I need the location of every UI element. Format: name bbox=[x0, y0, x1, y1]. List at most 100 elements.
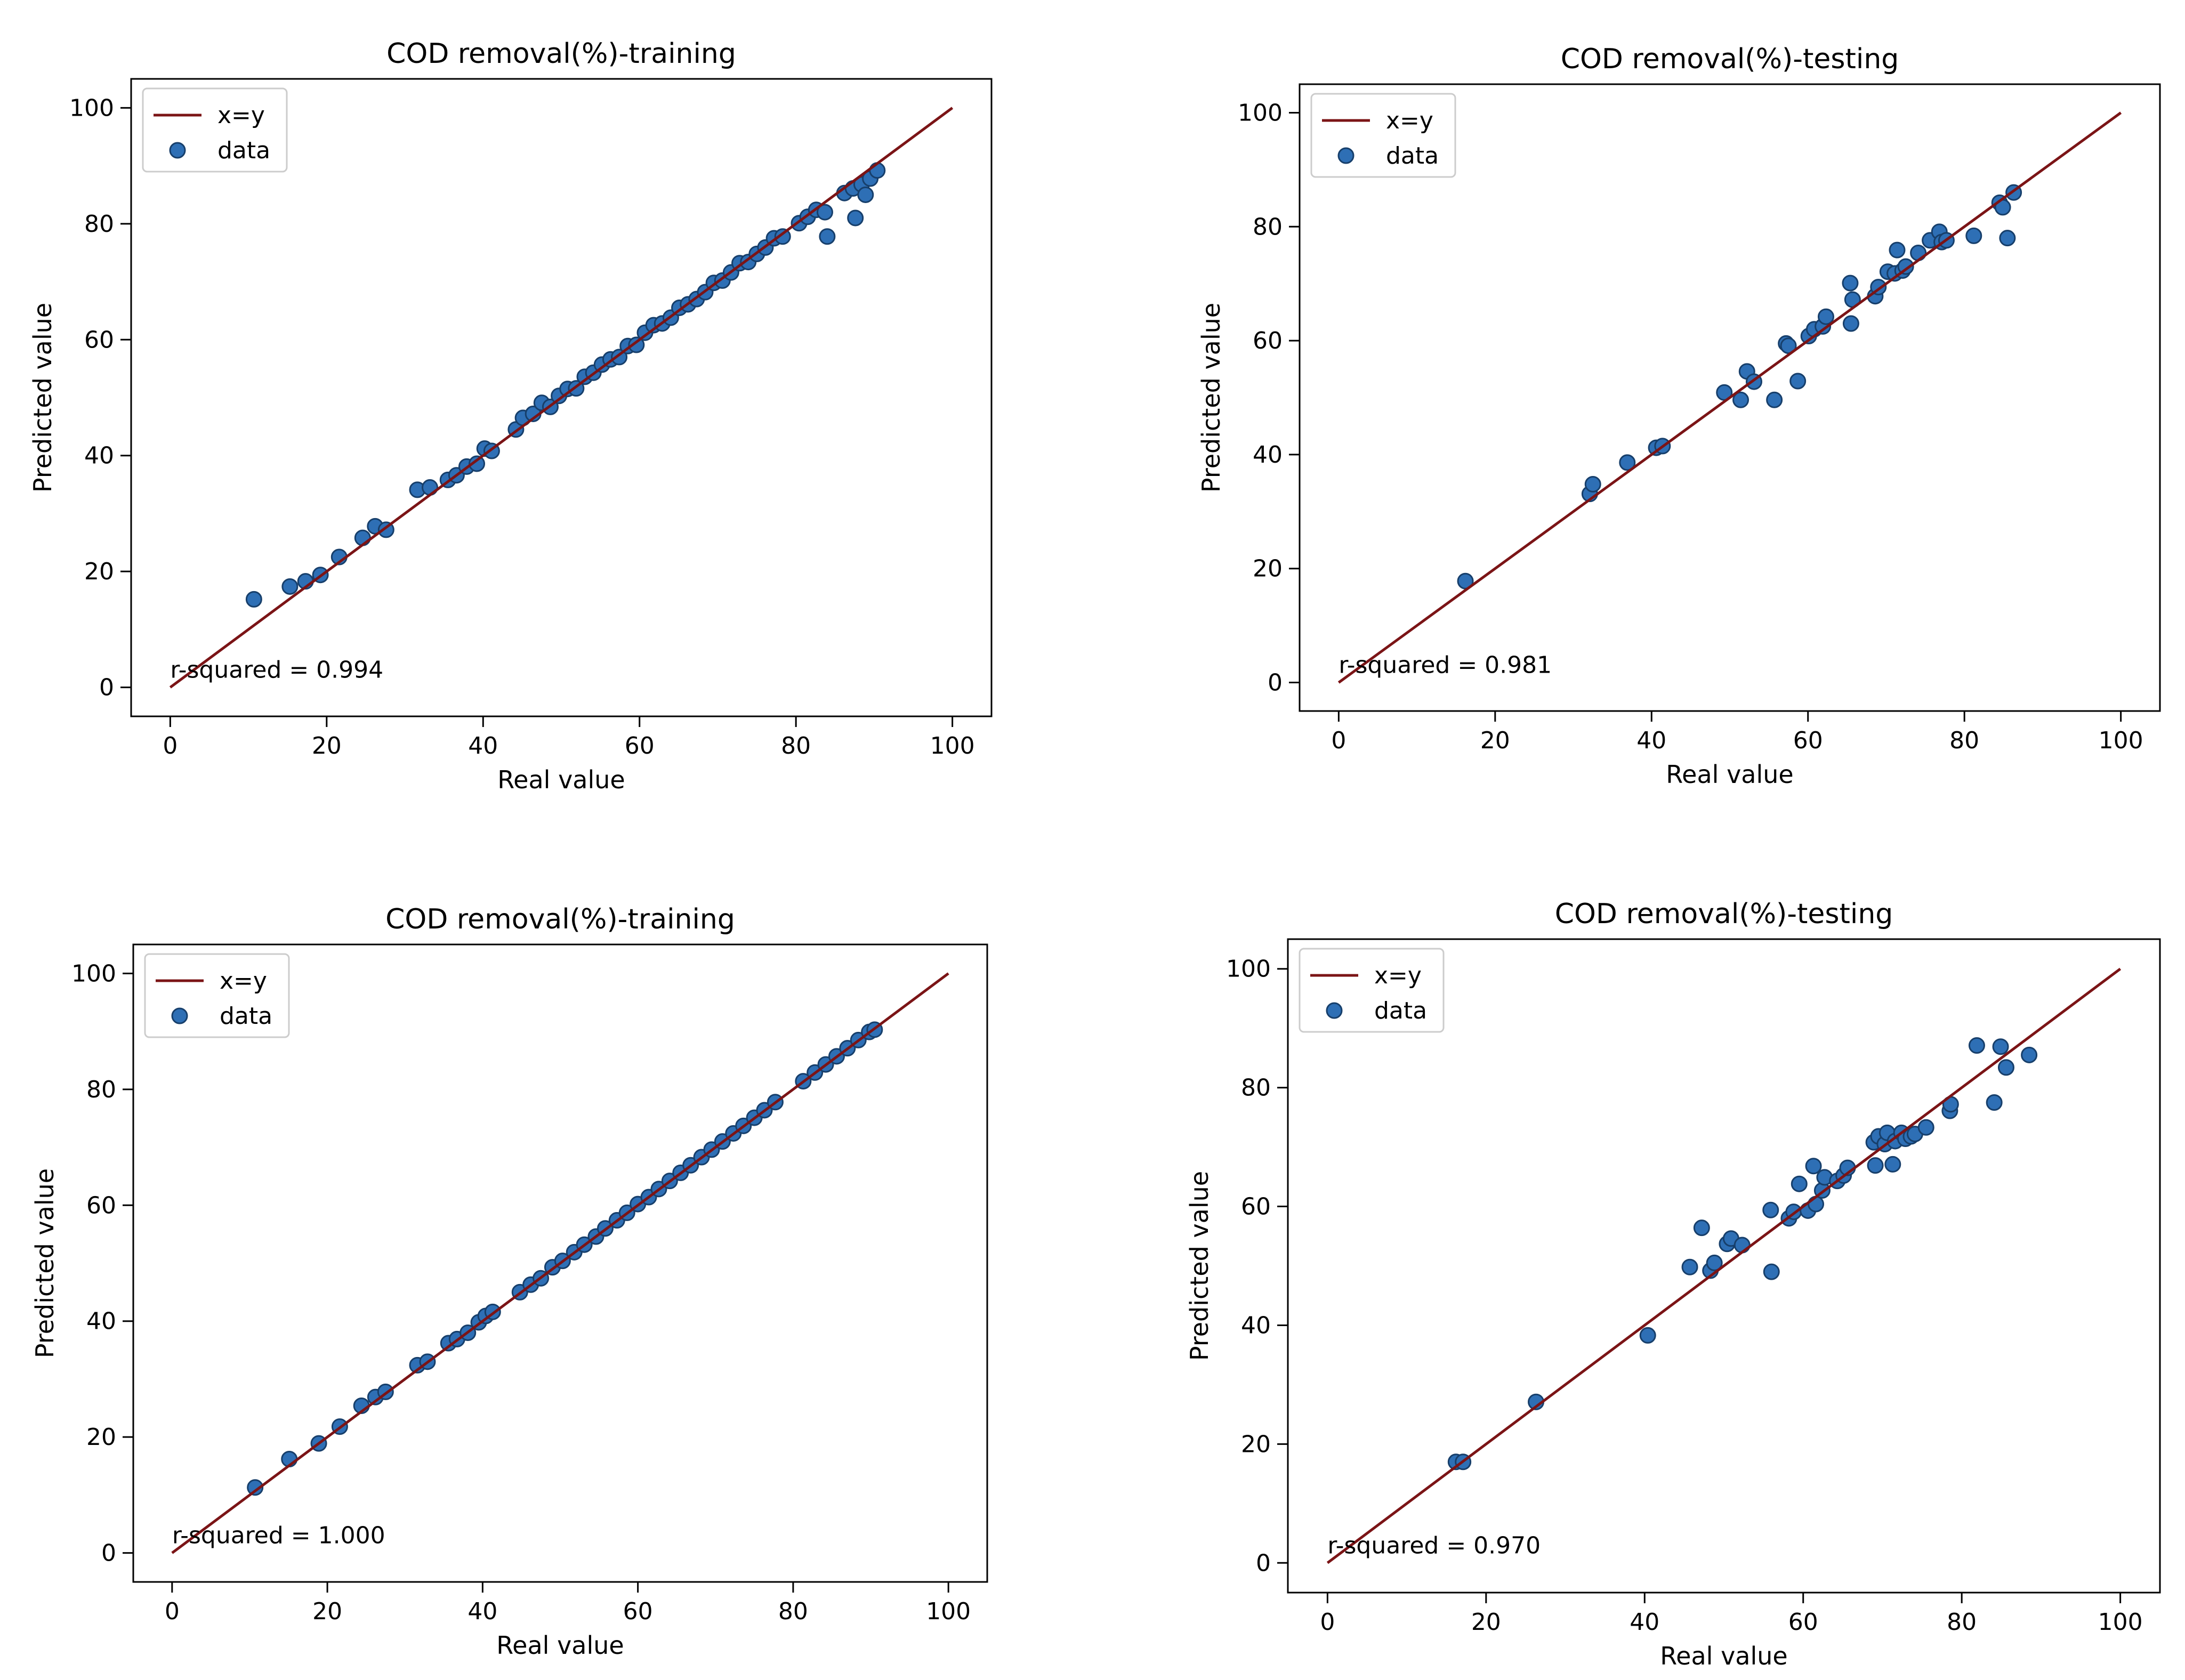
y-tick-label: 60 bbox=[86, 1192, 116, 1219]
r-squared-annotation: r-squared = 0.981 bbox=[1339, 652, 1552, 679]
data-point bbox=[469, 455, 486, 472]
y-tick-label: 0 bbox=[99, 674, 114, 701]
series-line-x-eq-y bbox=[1337, 111, 2122, 684]
x-tick-label: 60 bbox=[1793, 727, 1823, 754]
x-tick-label: 20 bbox=[312, 732, 342, 760]
x-tick-label: 20 bbox=[1480, 727, 1510, 754]
legend-dot-swatch bbox=[171, 1007, 188, 1024]
data-point bbox=[819, 228, 836, 245]
x-axis-label: Real value bbox=[496, 1631, 624, 1660]
x-tick-label: 100 bbox=[930, 732, 975, 760]
chart-title: COD removal(%)-training bbox=[385, 903, 735, 935]
x-tick-label: 100 bbox=[2098, 1609, 2143, 1636]
y-tick-label: 100 bbox=[1226, 956, 1271, 983]
data-point bbox=[281, 578, 299, 595]
x-tick-label: 40 bbox=[468, 732, 498, 760]
data-point bbox=[1780, 337, 1797, 354]
x-tick-label: 60 bbox=[625, 732, 655, 760]
y-tick-label: 40 bbox=[86, 1308, 116, 1335]
data-point bbox=[1999, 230, 2016, 247]
x-axis-label: Real value bbox=[1660, 1642, 1787, 1670]
data-point bbox=[1992, 1038, 2009, 1055]
legend-dot-swatch bbox=[1337, 147, 1354, 164]
data-point bbox=[1867, 1157, 1884, 1174]
data-point bbox=[1619, 454, 1636, 471]
data-point bbox=[816, 204, 833, 221]
x-tick-label: 0 bbox=[165, 1598, 180, 1625]
series-line-x-eq-y bbox=[171, 972, 949, 1554]
r-squared-annotation: r-squared = 1.000 bbox=[172, 1522, 385, 1549]
x-tick-label: 40 bbox=[467, 1598, 497, 1625]
data-point bbox=[1897, 258, 1914, 275]
data-point bbox=[245, 591, 262, 608]
legend-label-data: data bbox=[220, 1003, 272, 1030]
x-axis-label: Real value bbox=[497, 765, 625, 794]
y-tick-label: 100 bbox=[69, 94, 114, 122]
x-tick-label: 20 bbox=[1471, 1609, 1501, 1636]
x-tick-label: 80 bbox=[1947, 1609, 1977, 1636]
legend-label-data: data bbox=[1374, 997, 1427, 1024]
data-point bbox=[1965, 227, 1982, 244]
y-axis-label: Predicted value bbox=[1185, 1171, 1214, 1361]
data-point bbox=[1997, 1059, 2014, 1076]
chart-title: COD removal(%)-testing bbox=[1561, 43, 1899, 75]
r-squared-annotation: r-squared = 0.970 bbox=[1327, 1532, 1541, 1559]
x-tick-label: 60 bbox=[623, 1598, 653, 1625]
y-tick-label: 20 bbox=[1253, 555, 1283, 583]
y-tick-label: 100 bbox=[1238, 99, 1283, 126]
plot-area bbox=[169, 107, 954, 689]
chart-top-right: COD removal(%)-testing 0 20 40 60 80 100 0 20 40 6… bbox=[1197, 43, 2161, 789]
y-tick-label: 80 bbox=[1253, 213, 1283, 240]
y-tick-label: 40 bbox=[84, 442, 114, 470]
data-point bbox=[1763, 1263, 1780, 1280]
data-point bbox=[1681, 1258, 1698, 1275]
y-tick-label: 0 bbox=[1256, 1549, 1271, 1577]
data-point bbox=[1842, 315, 1859, 332]
legend-label-x-eq-y: x=y bbox=[217, 102, 265, 129]
data-point bbox=[1706, 1254, 1723, 1271]
y-tick-label: 60 bbox=[84, 326, 114, 353]
y-tick-label: 20 bbox=[84, 558, 114, 585]
x-tick-label: 80 bbox=[781, 732, 811, 760]
y-axis-label: Predicted value bbox=[1197, 303, 1225, 492]
x-axis-label: Real value bbox=[1666, 760, 1793, 789]
data-point bbox=[354, 529, 371, 546]
data-point bbox=[1457, 572, 1474, 589]
x-tick-label: 20 bbox=[312, 1598, 342, 1625]
y-tick-label: 20 bbox=[86, 1424, 116, 1451]
data-point bbox=[1986, 1094, 2003, 1111]
legend-label-x-eq-y: x=y bbox=[220, 967, 267, 995]
y-tick-label: 80 bbox=[86, 1076, 116, 1103]
data-point bbox=[1762, 1201, 1779, 1218]
chart-top-left: COD removal(%)-training 0 20 40 60 80 100 0 20 40… bbox=[28, 38, 993, 794]
x-tick-label: 60 bbox=[1788, 1609, 1818, 1636]
x-tick-label: 100 bbox=[926, 1598, 971, 1625]
x-tick-label: 0 bbox=[163, 732, 178, 760]
data-point bbox=[1808, 1196, 1825, 1213]
x-tick-label: 0 bbox=[1331, 727, 1346, 754]
plot-area bbox=[171, 972, 949, 1554]
legend: x=y data bbox=[1310, 93, 1456, 178]
data-point bbox=[1734, 1237, 1751, 1254]
plot-area bbox=[1326, 967, 2122, 1564]
data-point bbox=[1884, 1156, 1901, 1173]
data-point bbox=[1805, 1158, 1822, 1175]
data-point bbox=[1842, 274, 1859, 292]
legend-dot-swatch bbox=[169, 142, 186, 159]
r-squared-annotation: r-squared = 0.994 bbox=[170, 657, 383, 684]
legend-label-data: data bbox=[1386, 142, 1439, 169]
series-line-x-eq-y bbox=[1326, 967, 2122, 1564]
legend-label-x-eq-y: x=y bbox=[1386, 107, 1433, 134]
chart-bottom-left: COD removal(%)-training 0 20 40 60 80 100 0 20 40… bbox=[30, 903, 988, 1660]
x-tick-label: 0 bbox=[1320, 1609, 1335, 1636]
data-point bbox=[1693, 1219, 1710, 1237]
data-point bbox=[1732, 391, 1749, 408]
data-point bbox=[847, 209, 864, 227]
x-tick-label: 80 bbox=[778, 1598, 808, 1625]
legend: x=y data bbox=[1299, 948, 1445, 1033]
data-point bbox=[869, 162, 886, 179]
x-tick-label: 100 bbox=[2099, 727, 2143, 754]
y-tick-label: 0 bbox=[101, 1540, 116, 1567]
data-point bbox=[1968, 1037, 1985, 1054]
data-point bbox=[247, 1479, 264, 1496]
